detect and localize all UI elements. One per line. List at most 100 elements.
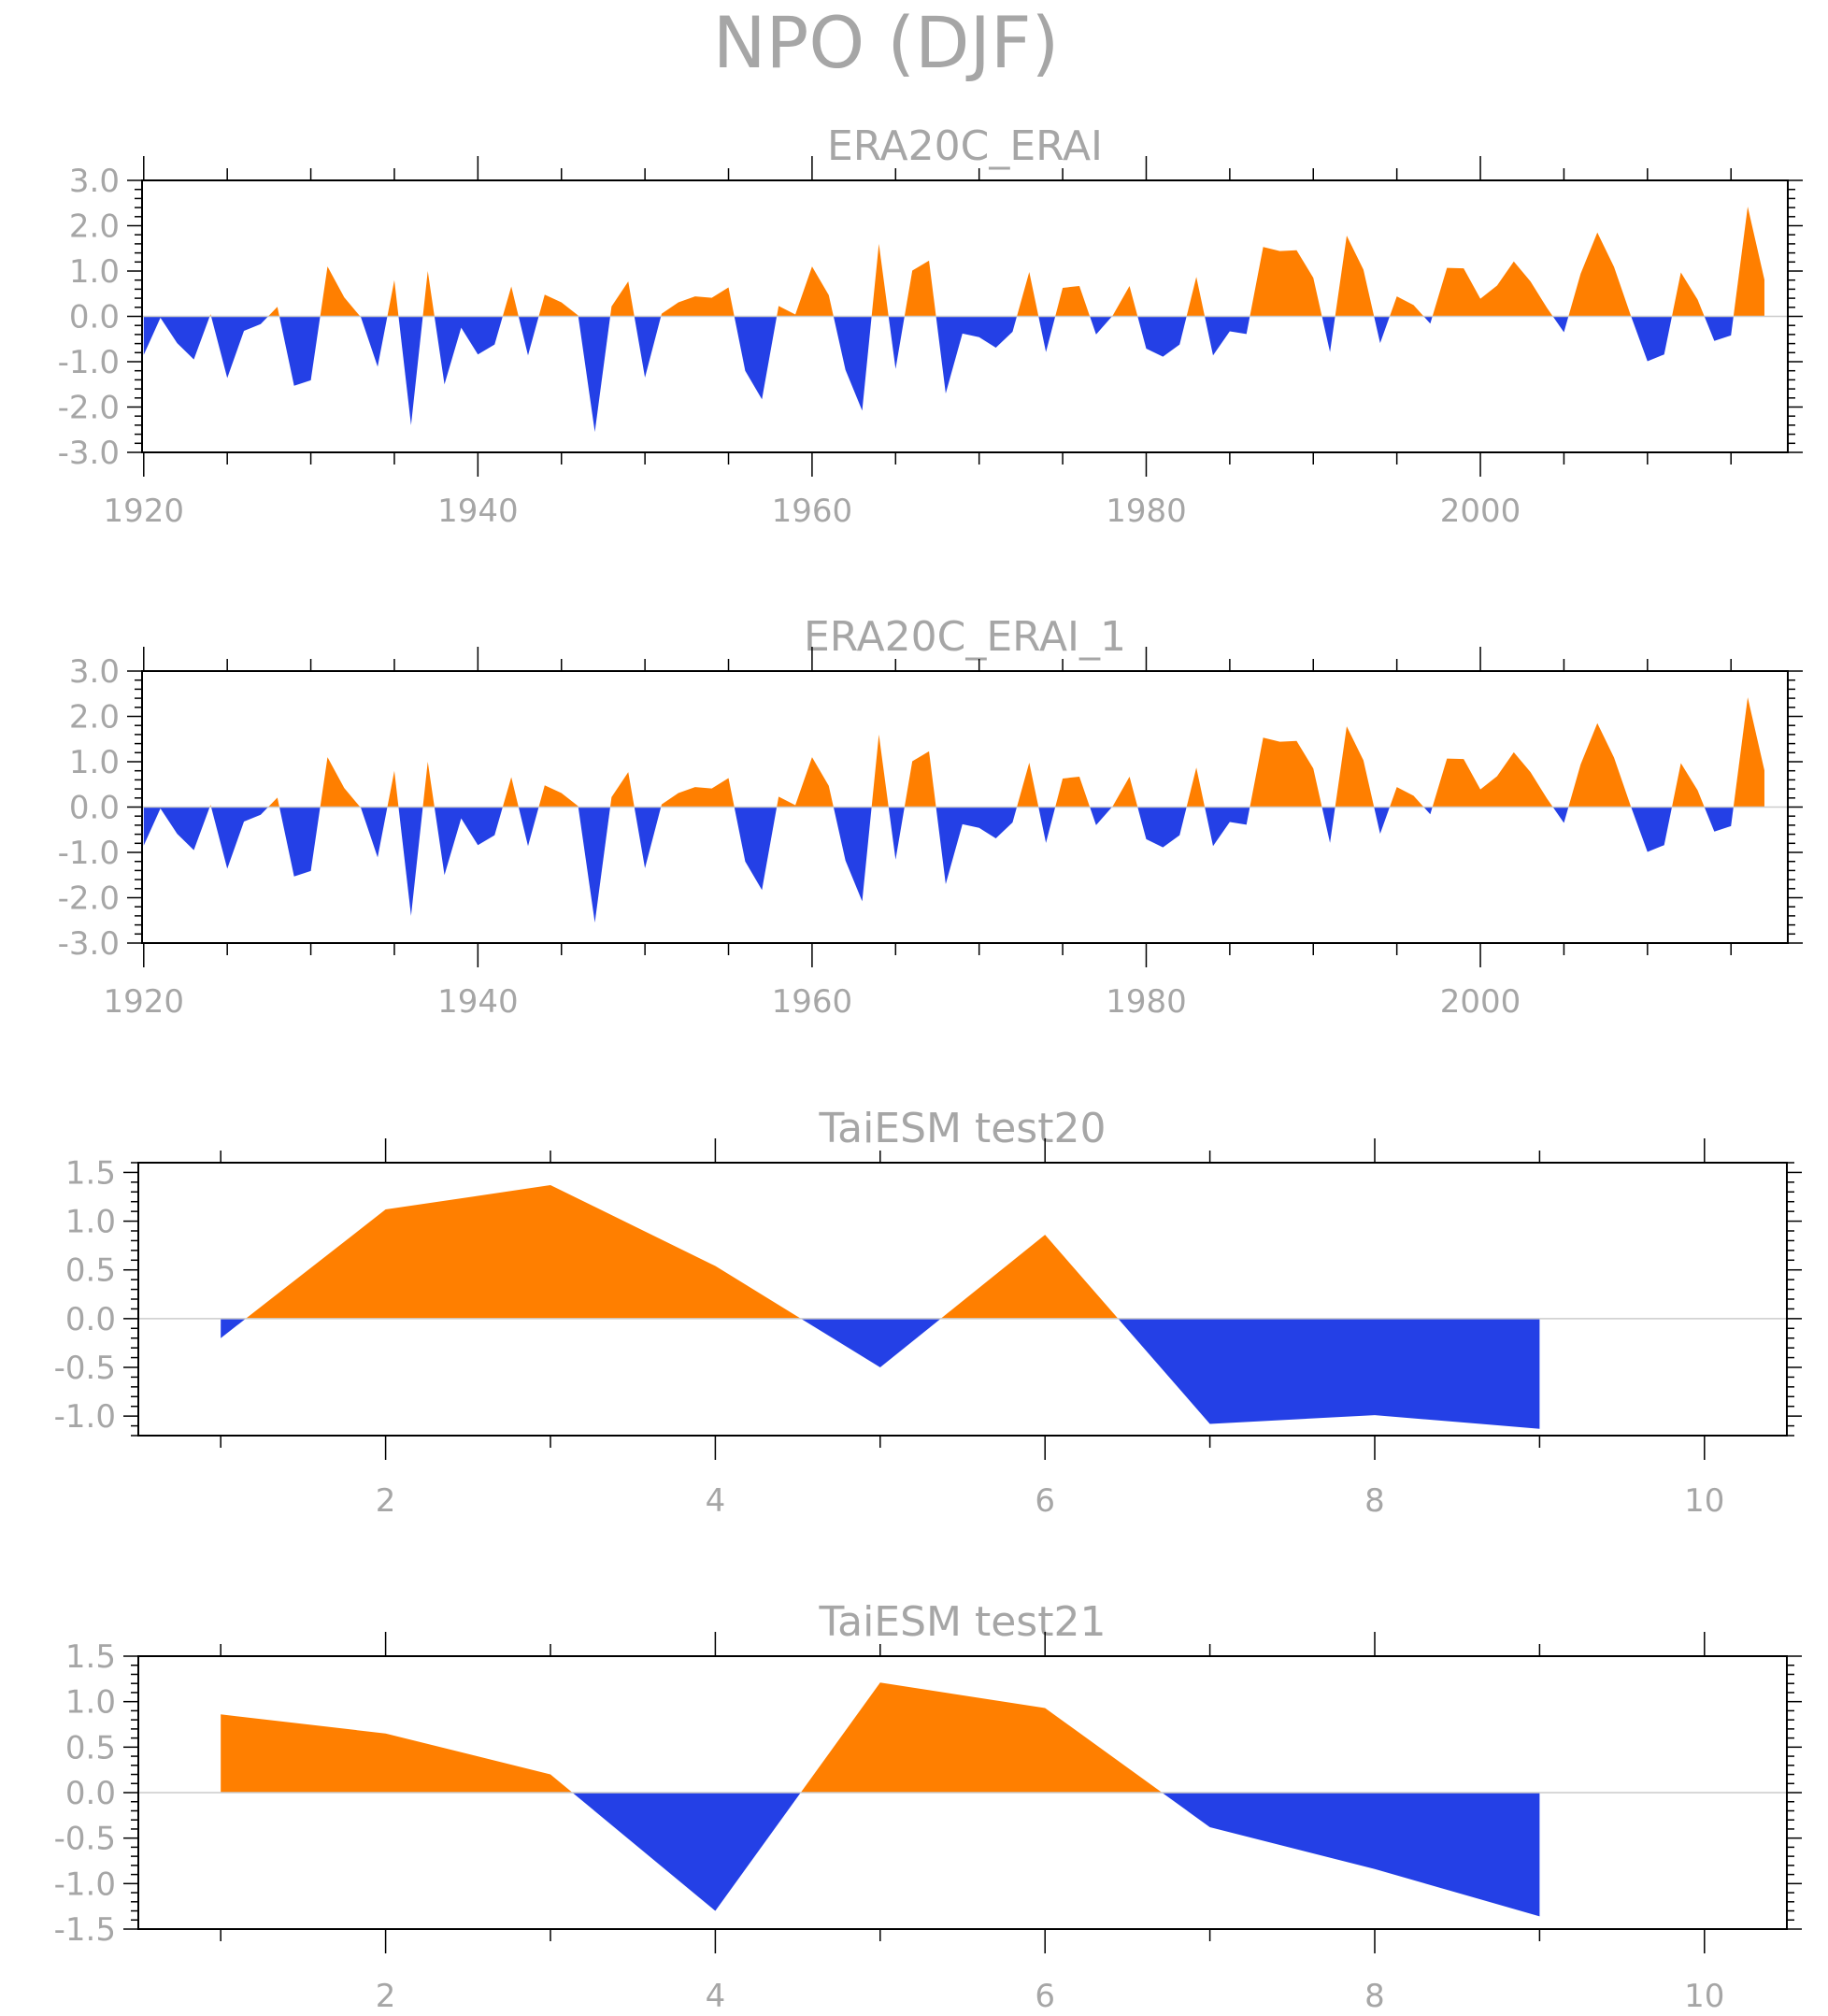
positive-area-42: [1568, 722, 1632, 808]
y-tick-label: 1.0: [69, 253, 120, 291]
positive-area-14: [538, 785, 578, 808]
panel-title: TaiESM test21: [819, 1598, 1107, 1646]
positive-area-8: [387, 279, 399, 317]
positive-area-28: [1055, 286, 1091, 317]
x-tick-label: 10: [1684, 1978, 1724, 2015]
positive-area-10: [422, 762, 435, 808]
y-tick-label: 2.0: [69, 208, 120, 246]
chart-panel-1: ERA20C_ERAI 3.0 2.0 1.0 0.0 -1.0 -2.0 -3.0 1920 1…: [58, 122, 1803, 530]
x-tick-label: 4: [706, 1482, 726, 1520]
positive-area-32: [1186, 767, 1206, 808]
x-tick-label: 2: [376, 1482, 396, 1520]
y-tick-label: -0.5: [54, 1821, 116, 1858]
positive-area-4: [267, 797, 279, 808]
y-tick-label: 2.0: [69, 699, 120, 736]
negative-area-15: [578, 316, 610, 433]
negative-area-37: [1374, 316, 1391, 344]
negative-area-25: [935, 807, 1018, 884]
negative-area-11: [434, 807, 503, 876]
y-tick-label: 0.0: [65, 1775, 116, 1812]
negative-area-33: [1205, 316, 1250, 356]
y-tick-label: -1.0: [54, 1866, 116, 1903]
positive-area-22: [871, 243, 889, 317]
negative-area-1: [143, 316, 210, 360]
x-tick-label: 6: [1035, 1482, 1055, 1520]
positive-area-36: [1335, 726, 1375, 808]
negative-area-41: [1552, 316, 1569, 333]
negative-area-9: [398, 807, 423, 916]
positive-area-38: [1390, 296, 1424, 317]
negative-area-43: [1631, 807, 1672, 852]
y-tick-label: -1.0: [58, 835, 120, 872]
panel-title: ERA20C_ERAI: [827, 122, 1103, 170]
positive-area-32: [1186, 277, 1206, 317]
positive-area-3: [800, 1682, 1163, 1793]
positive-area-16: [609, 772, 635, 808]
x-tick-label: 1960: [772, 983, 853, 1021]
positive-area-6: [320, 757, 361, 808]
y-tick-label: -1.0: [58, 344, 120, 381]
negative-area-43: [1631, 316, 1672, 362]
chart-panel-4: TaiESM test21 1.5 1.0 0.5 0.0 -0.5 -1.0 -1.5 2 4 6…: [54, 1598, 1802, 2015]
x-tick-label: 1920: [104, 493, 185, 530]
positive-area-10: [422, 271, 435, 317]
negative-area-15: [578, 807, 610, 923]
positive-area-12: [502, 777, 519, 808]
positive-area-2: [245, 1184, 801, 1319]
negative-area-13: [518, 316, 539, 356]
positive-area-24: [904, 751, 936, 808]
positive-area-30: [1111, 286, 1138, 317]
positive-area-8: [387, 770, 399, 808]
x-tick-label: 1920: [104, 983, 185, 1021]
y-tick-label: 0.0: [69, 299, 120, 336]
positive-area-28: [1055, 777, 1091, 808]
positive-area-4: [267, 307, 279, 317]
y-tick-label: 1.0: [65, 1204, 116, 1241]
positive-area-36: [1335, 236, 1375, 317]
negative-area-45: [1704, 316, 1734, 341]
positive-area-12: [502, 286, 519, 317]
y-tick-label: 1.5: [65, 1638, 116, 1676]
y-tick-label: 0.0: [69, 790, 120, 827]
negative-area-3: [210, 316, 268, 379]
x-tick-label: 1960: [772, 493, 853, 530]
negative-area-41: [1552, 807, 1569, 823]
positive-area-18: [661, 778, 735, 808]
positive-area-22: [871, 734, 889, 808]
x-tick-label: 8: [1364, 1978, 1385, 2015]
negative-area-5: [278, 316, 321, 386]
negative-area-19: [734, 807, 778, 891]
x-tick-label: 1980: [1106, 983, 1187, 1021]
y-tick-label: -2.0: [58, 390, 120, 427]
positive-area-30: [1111, 777, 1138, 808]
x-tick-label: 6: [1035, 1978, 1055, 2015]
negative-area-11: [434, 316, 503, 385]
positive-area-38: [1390, 787, 1424, 808]
x-tick-label: 1940: [437, 493, 519, 530]
y-tick-label: 3.0: [69, 653, 120, 691]
y-tick-label: 1.0: [65, 1684, 116, 1722]
x-tick-label: 4: [706, 1978, 726, 2015]
x-tick-label: 2: [376, 1978, 396, 2015]
negative-area-2: [572, 1793, 801, 1911]
y-tick-label: -1.0: [54, 1398, 116, 1436]
negative-area-7: [360, 316, 388, 367]
negative-area-27: [1038, 807, 1056, 843]
y-tick-label: 0.5: [65, 1252, 116, 1290]
negative-area-37: [1374, 807, 1391, 835]
positive-area-46: [1733, 207, 1764, 317]
positive-area-1: [221, 1714, 573, 1793]
positive-area-44: [1672, 763, 1705, 808]
y-tick-label: -3.0: [58, 925, 120, 963]
negative-area-21: [833, 807, 872, 902]
chart-panel-2: ERA20C_ERAI_1 3.0 2.0 1.0 0.0 -1.0 -2.0 -3.0 192…: [58, 613, 1803, 1021]
negative-area-39: [1423, 807, 1433, 815]
negative-area-23: [888, 807, 905, 860]
y-tick-label: 0.0: [65, 1301, 116, 1338]
panel-title: TaiESM test20: [819, 1105, 1107, 1152]
positive-area-46: [1733, 697, 1764, 808]
negative-area-17: [634, 316, 662, 378]
x-tick-label: 10: [1684, 1482, 1724, 1520]
chart-panel-3: TaiESM test20 1.5 1.0 0.5 0.0 -0.5 -1.0 2 4 6 8 10: [54, 1105, 1802, 1520]
